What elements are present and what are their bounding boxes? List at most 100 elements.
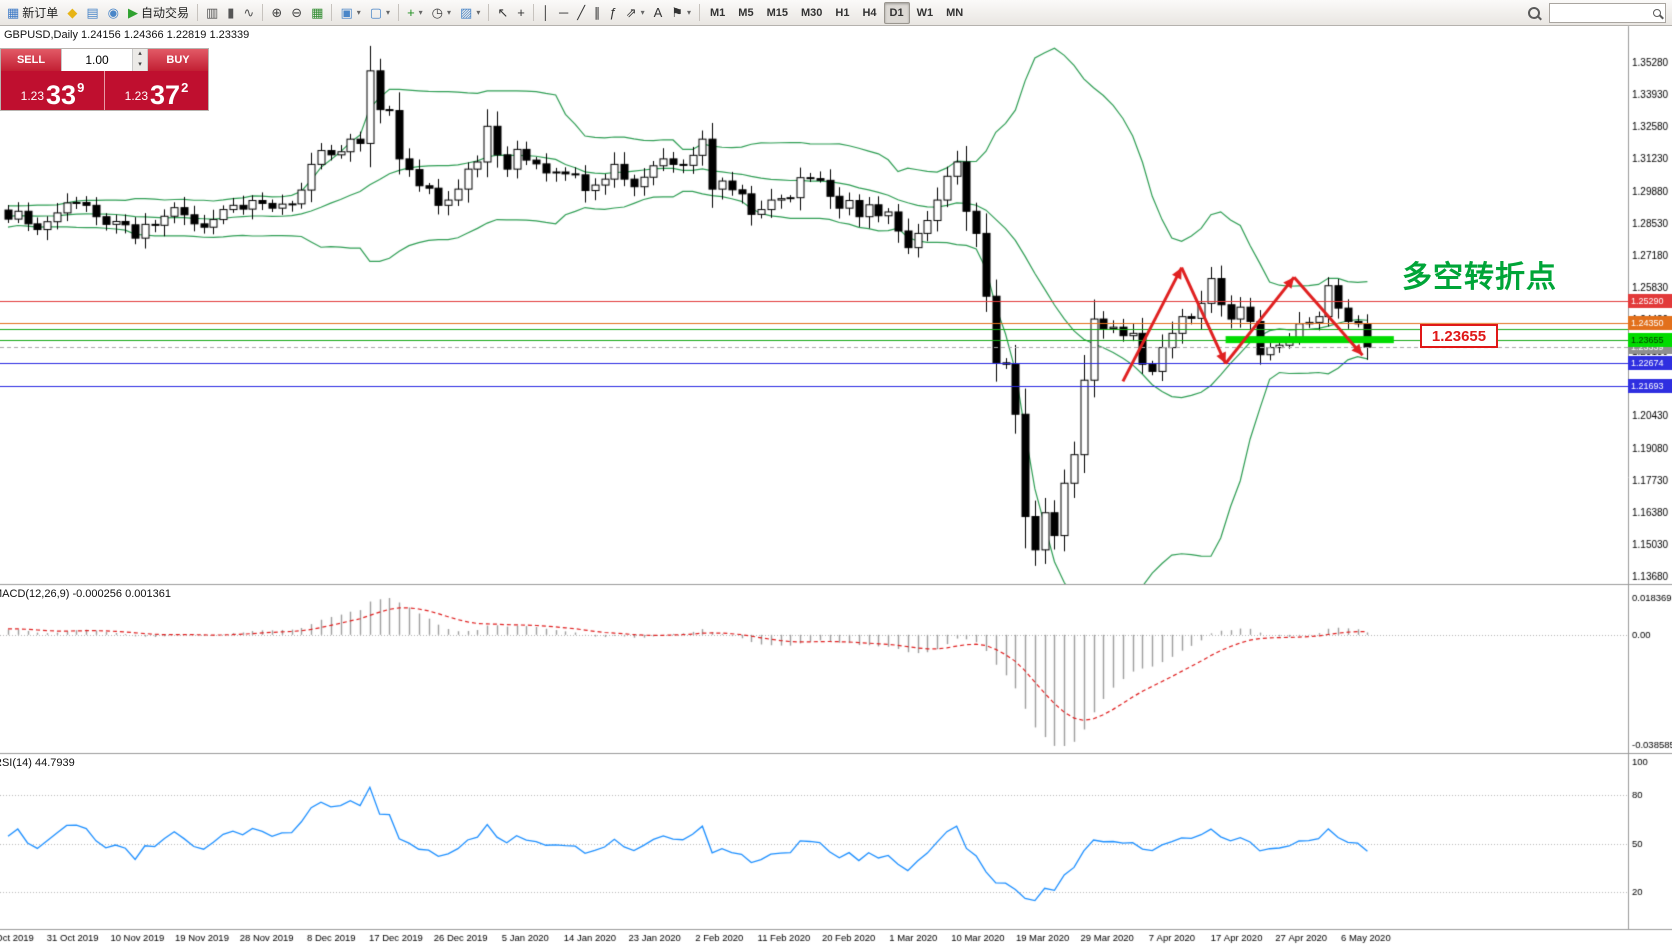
line-chart-icon: ∿ xyxy=(243,5,255,20)
metaeditor-button[interactable]: ◆ xyxy=(63,2,81,24)
cursor-icon: ↖ xyxy=(497,5,509,20)
vertical-line-icon: │ xyxy=(541,5,550,20)
market-watch-button[interactable]: ▤ xyxy=(82,2,102,24)
indicators-button[interactable]: + ▾ xyxy=(403,2,427,24)
horizontal-line-button[interactable]: ─ xyxy=(555,2,572,24)
trendline-button[interactable]: ╱ xyxy=(573,2,589,24)
buy-button[interactable]: BUY xyxy=(148,49,208,71)
market-watch-icon: ▤ xyxy=(86,5,99,20)
volume-spin: ▴ ▾ xyxy=(132,49,147,71)
toolbar: ▦ 新订单 ◆ ▤ ◉ ▶ 自动交易 ▥ ▮ ∿ ⊕ ⊖ ▦ ▣ ▾ ▢ ▾ + ▾ ◷ ▾ ▨ ▾ ↖ + │ ─ ╱ ∥ ƒ ⇗ ▾ A ⚑ ▾… xyxy=(0,0,1672,26)
toolbar-separator xyxy=(331,4,333,21)
cursor-button[interactable]: ↖ xyxy=(493,2,512,24)
rsi-indicator-label: RSI(14) 44.7939 xyxy=(0,757,75,769)
toolbar-right-group xyxy=(1524,2,1669,24)
zoom-out-icon: ⊖ xyxy=(291,5,303,20)
timeframe-m30-button[interactable]: M30 xyxy=(800,6,823,19)
indicators-caret-icon: ▾ xyxy=(418,8,423,17)
tile-windows-icon: ▦ xyxy=(311,5,324,20)
timeframe-m15-button[interactable]: M15 xyxy=(766,6,788,19)
toolbar-separator xyxy=(262,4,264,21)
zoom-in-icon: ⊕ xyxy=(271,5,283,20)
volume-down-button[interactable]: ▾ xyxy=(133,60,147,71)
search-icon xyxy=(1653,8,1661,17)
candlestick-chart-icon: ▮ xyxy=(227,5,235,20)
timeframe-m1-button[interactable]: M1 xyxy=(710,6,726,19)
sell-button[interactable]: SELL xyxy=(1,49,61,71)
autotrading-button[interactable]: ▶ 自动交易 xyxy=(124,2,193,24)
sell-price-main: 33 xyxy=(46,80,77,111)
buy-price-main: 37 xyxy=(150,80,181,111)
new-order-button[interactable]: ▦ 新订单 xyxy=(3,2,62,24)
trade-panel-top-row: SELL ▴ ▾ BUY xyxy=(1,49,208,71)
navigator-icon: ◉ xyxy=(107,5,119,20)
toolbar-left-group: ▦ 新订单 ◆ ▤ ◉ ▶ 自动交易 ▥ ▮ ∿ ⊕ ⊖ ▦ ▣ ▾ ▢ ▾ + ▾ ◷ ▾ ▨ ▾ ↖ + │ ─ ╱ ∥ ƒ ⇗ ▾ A ⚑ ▾… xyxy=(3,1,969,24)
profiles-caret-icon: ▾ xyxy=(386,8,391,17)
navigator-button[interactable]: ◉ xyxy=(104,2,123,24)
timeframe-d1-button[interactable]: D1 xyxy=(883,1,910,24)
new-order-icon: ▦ xyxy=(7,5,20,20)
fibonacci-icon: ƒ xyxy=(609,5,617,20)
find-icon xyxy=(1528,6,1540,19)
timeframe-h4-button[interactable]: H4 xyxy=(862,6,877,19)
line-chart-button[interactable]: ∿ xyxy=(239,2,258,24)
shapes-caret-icon: ▾ xyxy=(640,8,645,17)
sell-price-sup: 9 xyxy=(77,80,85,95)
new-chart-icon: ▣ xyxy=(340,5,353,20)
buy-price-sup: 2 xyxy=(181,80,189,95)
buy-price-prefix: 1.23 xyxy=(124,89,149,103)
timeframe-w1-button[interactable]: W1 xyxy=(916,6,934,19)
toolbar-separator xyxy=(196,4,198,21)
shapes-button[interactable]: ⇗ ▾ xyxy=(622,2,649,24)
indicators-icon: + xyxy=(407,5,415,20)
bar-chart-button[interactable]: ▥ xyxy=(202,2,222,24)
crosshair-icon: + xyxy=(517,5,525,20)
sell-price-button[interactable]: 1.23 33 9 xyxy=(1,71,104,110)
label-flag-button[interactable]: ⚑ ▾ xyxy=(667,2,695,24)
one-click-trade-panel: SELL ▴ ▾ BUY 1.23 33 9 1.23 37 2 xyxy=(0,48,209,111)
periods-button[interactable]: ◷ ▾ xyxy=(428,2,455,24)
horizontal-line-icon: ─ xyxy=(558,5,569,20)
crosshair-button[interactable]: + xyxy=(513,2,529,24)
templates-button[interactable]: ▨ ▾ xyxy=(456,2,484,24)
new-chart-caret-icon: ▾ xyxy=(356,8,361,17)
profiles-icon: ▢ xyxy=(369,5,383,20)
zoom-out-button[interactable]: ⊖ xyxy=(287,2,306,24)
periods-icon: ◷ xyxy=(431,5,444,20)
autotrading-label: 自动交易 xyxy=(140,6,189,20)
volume-input[interactable] xyxy=(62,49,132,71)
periods-caret-icon: ▾ xyxy=(447,8,452,17)
volume-stepper: ▴ ▾ xyxy=(61,49,148,71)
toolbar-separator xyxy=(398,4,400,21)
shapes-icon: ⇗ xyxy=(625,5,637,20)
timeframe-mn-button[interactable]: MN xyxy=(946,6,964,19)
text-button[interactable]: A xyxy=(650,2,667,24)
new-chart-button[interactable]: ▣ ▾ xyxy=(336,2,364,24)
autotrading-icon: ▶ xyxy=(127,5,138,20)
zoom-in-button[interactable]: ⊕ xyxy=(267,2,286,24)
tile-windows-button[interactable]: ▦ xyxy=(307,2,327,24)
buy-price-button[interactable]: 1.23 37 2 xyxy=(104,71,208,110)
turning-point-annotation: 多空转折点 xyxy=(1402,260,1557,295)
find-button[interactable] xyxy=(1524,2,1544,24)
timeframe-h1-button[interactable]: H1 xyxy=(835,6,850,19)
channel-button[interactable]: ∥ xyxy=(590,2,605,24)
templates-icon: ▨ xyxy=(460,5,473,20)
channel-icon: ∥ xyxy=(594,5,601,20)
timeframe-m5-button[interactable]: M5 xyxy=(738,6,754,19)
label-flag-icon: ⚑ xyxy=(671,5,683,20)
trade-panel-price-row: 1.23 33 9 1.23 37 2 xyxy=(1,71,208,110)
sell-price-prefix: 1.23 xyxy=(20,89,45,103)
candlestick-chart-button[interactable]: ▮ xyxy=(223,2,238,24)
label-flag-caret-icon: ▾ xyxy=(687,8,692,17)
macd-indicator-label: MACD(12,26,9) -0.000256 0.001361 xyxy=(0,588,171,600)
vertical-line-button[interactable]: │ xyxy=(538,2,554,24)
bar-chart-icon: ▥ xyxy=(205,5,219,20)
fibonacci-button[interactable]: ƒ xyxy=(606,2,621,24)
profiles-button[interactable]: ▢ ▾ xyxy=(366,2,394,24)
search-input[interactable] xyxy=(1554,5,1650,20)
toolbar-separator xyxy=(532,4,534,21)
volume-up-button[interactable]: ▴ xyxy=(133,49,147,60)
toolbar-separator xyxy=(488,4,490,21)
